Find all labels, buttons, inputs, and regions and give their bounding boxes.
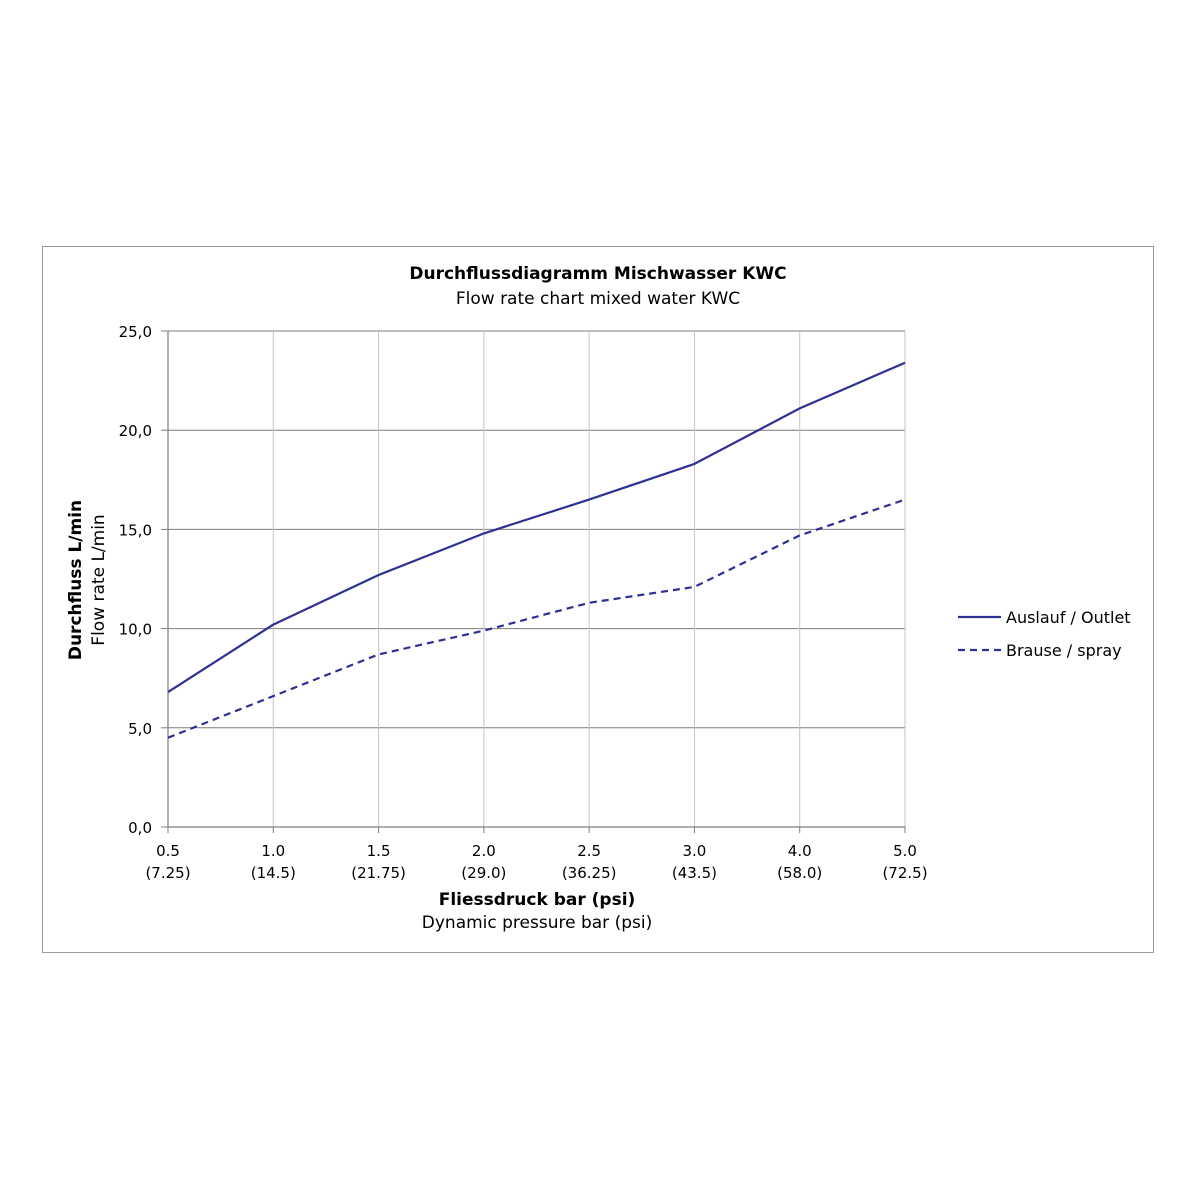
- chart-subtitle: Flow rate chart mixed water KWC: [456, 289, 740, 309]
- x-tick-label: 4.0: [788, 842, 812, 860]
- x-tick-label: 1.5: [367, 842, 391, 860]
- x-tick-label: 5.0: [893, 842, 917, 860]
- legend: Auslauf / Outlet Brause / spray: [958, 608, 1131, 660]
- chart-title: Durchflussdiagramm Mischwasser KWC: [409, 264, 786, 284]
- x-tick-sublabel: (29.0): [461, 864, 506, 882]
- x-tick-sublabel: (36.25): [562, 864, 617, 882]
- legend-label-outlet: Auslauf / Outlet: [1006, 608, 1131, 627]
- x-axis-label: Fliessdruck bar (psi): [439, 890, 636, 910]
- y-tick-label: 15,0: [119, 521, 152, 539]
- x-tick-label: 1.0: [261, 842, 285, 860]
- y-axis-sublabel: Flow rate L/min: [89, 514, 109, 645]
- x-tick-sublabel: (43.5): [672, 864, 717, 882]
- x-axis-sublabel: Dynamic pressure bar (psi): [422, 913, 652, 933]
- y-tick-label: 0,0: [128, 819, 152, 837]
- x-tick-sublabel: (58.0): [777, 864, 822, 882]
- series-line-outlet: [167, 361, 906, 694]
- x-tick-label: 0.5: [156, 842, 180, 860]
- x-tick-sublabel: (7.25): [145, 864, 190, 882]
- grid: [168, 330, 906, 827]
- tick-labels: 0,0 5,0 10,0 15,0 20,0 25,0 0.5 (7.25) 1.0 (14.5)…: [119, 323, 928, 882]
- x-tick-label: 2.0: [472, 842, 496, 860]
- y-tick-label: 5,0: [128, 720, 152, 738]
- y-tick-label: 20,0: [119, 422, 152, 440]
- series-line-spray: [167, 498, 906, 739]
- x-tick-sublabel: (21.75): [351, 864, 406, 882]
- chart-frame: [42, 246, 1154, 953]
- x-tick-label: 2.5: [577, 842, 601, 860]
- legend-label-spray: Brause / spray: [1006, 641, 1122, 660]
- y-axis-label: Durchfluss L/min: [66, 500, 86, 660]
- y-tick-label: 25,0: [119, 323, 152, 341]
- y-tick-label: 10,0: [119, 621, 152, 639]
- x-tick-label: 3.0: [682, 842, 706, 860]
- axes: [161, 330, 906, 833]
- x-tick-sublabel: (14.5): [251, 864, 296, 882]
- series: [167, 361, 906, 739]
- x-tick-sublabel: (72.5): [882, 864, 927, 882]
